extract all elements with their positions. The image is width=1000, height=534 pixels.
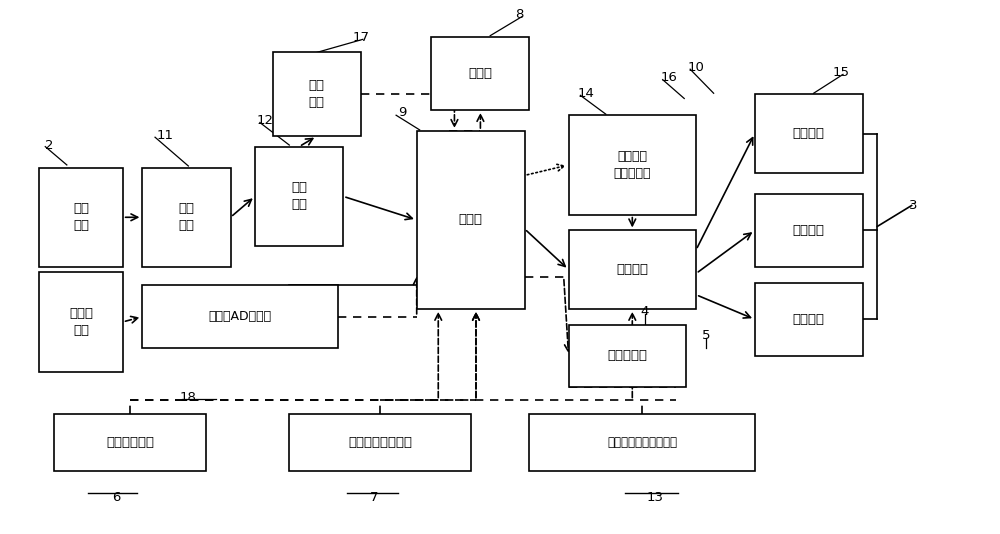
Text: 14: 14 xyxy=(578,87,595,100)
Text: 单片机: 单片机 xyxy=(459,214,483,226)
Text: 烧录
程序: 烧录 程序 xyxy=(309,80,325,109)
FancyBboxPatch shape xyxy=(289,413,471,471)
Text: 12: 12 xyxy=(256,114,273,127)
Text: 15: 15 xyxy=(833,66,850,79)
Text: 直流
电源: 直流 电源 xyxy=(73,202,89,232)
Text: 5: 5 xyxy=(702,328,710,342)
Text: 9: 9 xyxy=(398,106,406,119)
FancyBboxPatch shape xyxy=(431,37,529,110)
Text: 步进电机: 步进电机 xyxy=(793,224,825,237)
Text: 2: 2 xyxy=(45,139,53,152)
FancyBboxPatch shape xyxy=(142,285,338,348)
Text: 8: 8 xyxy=(515,8,524,21)
FancyBboxPatch shape xyxy=(569,230,696,309)
Text: 17: 17 xyxy=(352,32,369,44)
FancyBboxPatch shape xyxy=(273,52,361,136)
Text: 10: 10 xyxy=(688,60,704,74)
FancyBboxPatch shape xyxy=(755,282,863,356)
Text: 鼓风电机
脉宽调制器: 鼓风电机 脉宽调制器 xyxy=(614,150,651,180)
Text: 传感器AD采样器: 传感器AD采样器 xyxy=(209,310,272,323)
Text: 18: 18 xyxy=(180,391,197,404)
Text: 13: 13 xyxy=(646,491,663,504)
Text: 3: 3 xyxy=(909,199,918,212)
Text: 步进电机: 步进电机 xyxy=(793,313,825,326)
Text: 7: 7 xyxy=(370,491,379,504)
FancyBboxPatch shape xyxy=(755,194,863,267)
FancyBboxPatch shape xyxy=(569,325,686,387)
Text: 降压
模块: 降压 模块 xyxy=(291,182,307,211)
FancyBboxPatch shape xyxy=(142,168,230,267)
FancyBboxPatch shape xyxy=(39,168,123,267)
Text: 11: 11 xyxy=(156,129,173,142)
Text: 驱动模块: 驱动模块 xyxy=(616,263,648,276)
FancyBboxPatch shape xyxy=(755,95,863,173)
Text: 检测信号灯: 检测信号灯 xyxy=(607,349,647,363)
Text: 旋转方向控制按钮: 旋转方向控制按钮 xyxy=(348,436,412,449)
Text: 步数控制按钮: 步数控制按钮 xyxy=(106,436,154,449)
Text: 6: 6 xyxy=(112,491,120,504)
FancyBboxPatch shape xyxy=(39,272,123,372)
Text: 鼓风电机转速控制按钮: 鼓风电机转速控制按钮 xyxy=(607,436,677,449)
FancyBboxPatch shape xyxy=(569,115,696,215)
FancyBboxPatch shape xyxy=(417,131,524,309)
Text: 稳压
模块: 稳压 模块 xyxy=(178,202,194,232)
Text: 4: 4 xyxy=(641,305,649,318)
Text: 鼓风电机: 鼓风电机 xyxy=(793,127,825,140)
FancyBboxPatch shape xyxy=(529,413,755,471)
Text: 显示屏: 显示屏 xyxy=(468,67,492,80)
Text: 蒸发器
温度: 蒸发器 温度 xyxy=(69,307,93,337)
FancyBboxPatch shape xyxy=(255,147,343,246)
FancyBboxPatch shape xyxy=(54,413,206,471)
Text: 16: 16 xyxy=(660,71,677,84)
